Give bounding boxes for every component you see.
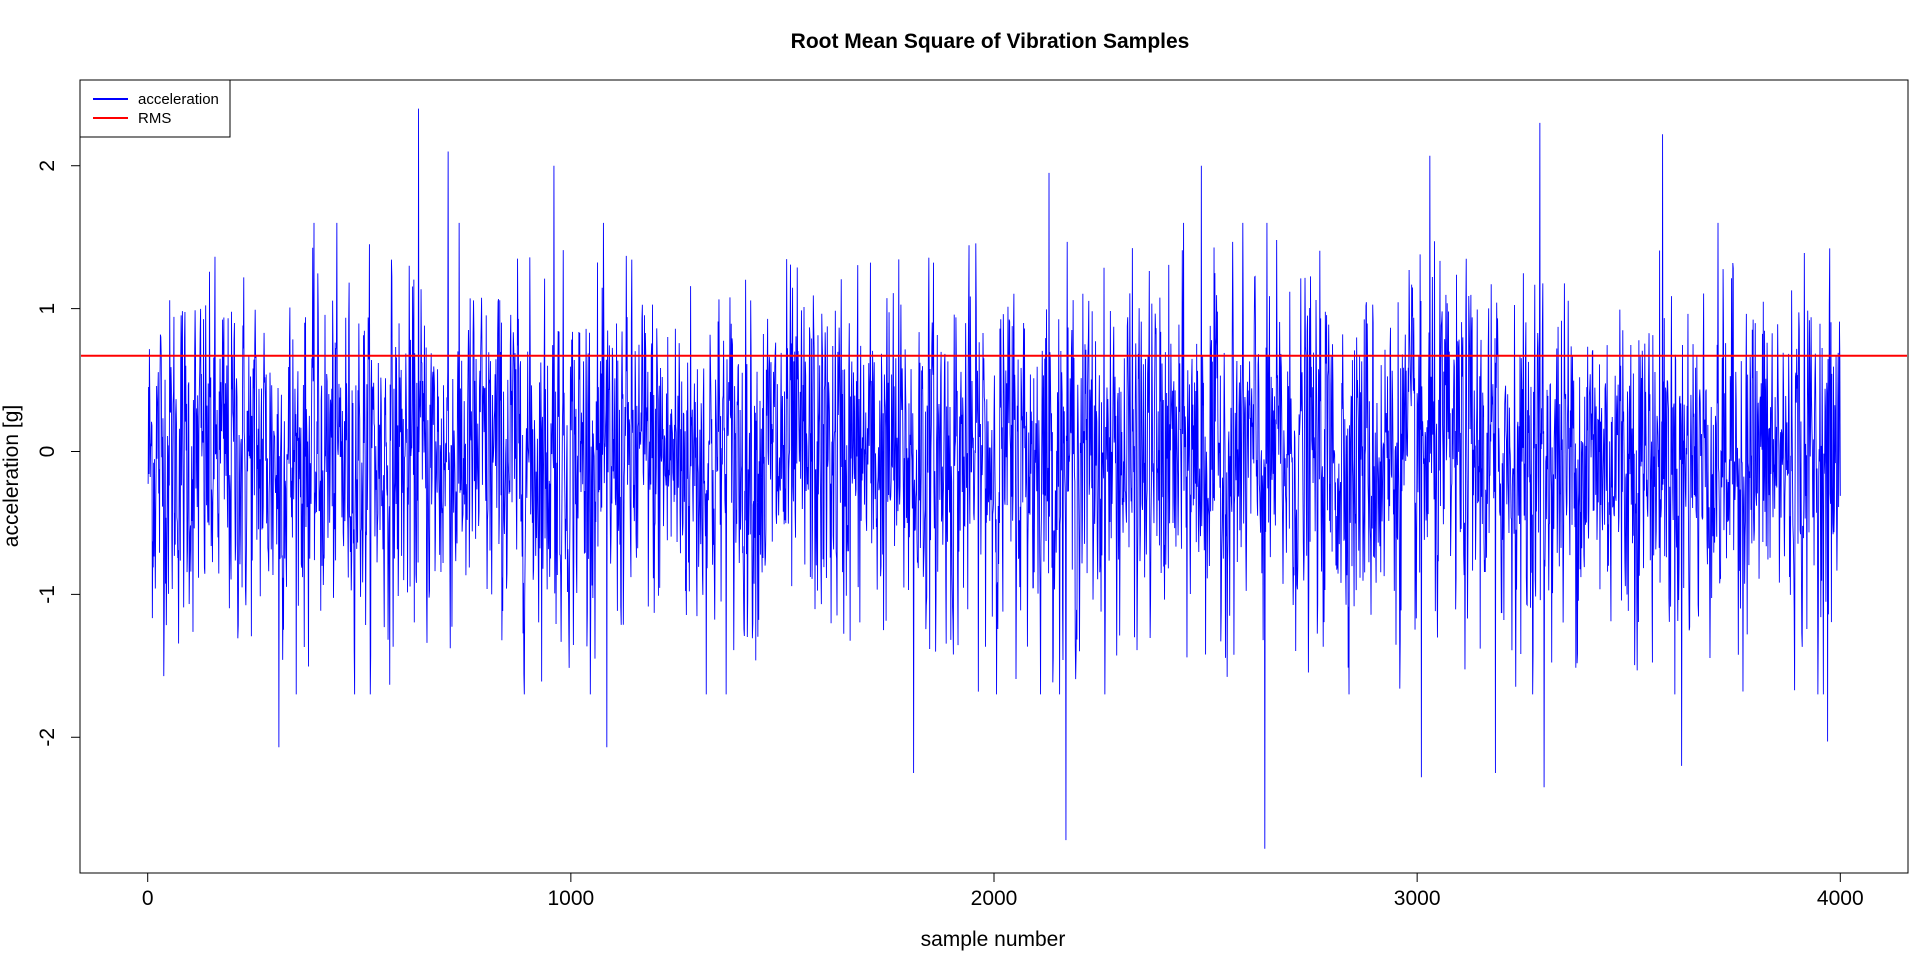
y-tick-label: -1 bbox=[36, 585, 59, 604]
x-axis-label: sample number bbox=[921, 928, 1066, 951]
x-tick-label: 3000 bbox=[1394, 887, 1441, 910]
x-tick-label: 4000 bbox=[1817, 887, 1864, 910]
y-tick-label: -2 bbox=[36, 728, 59, 747]
acceleration-series bbox=[147, 108, 1841, 849]
y-tick-label: 0 bbox=[36, 446, 59, 458]
acceleration-line bbox=[147, 108, 1841, 849]
x-axis: 0 1000 2000 3000 4000 bbox=[142, 872, 1864, 910]
x-tick-label: 1000 bbox=[547, 887, 594, 910]
x-tick-label: 2000 bbox=[971, 887, 1018, 910]
y-tick-label: 1 bbox=[36, 303, 59, 315]
legend-box bbox=[79, 79, 231, 138]
y-axis-label: acceleration [g] bbox=[0, 405, 23, 547]
y-axis: -2 -1 0 1 2 bbox=[36, 160, 81, 747]
legend-label: RMS bbox=[138, 110, 171, 127]
y-tick-label: 2 bbox=[36, 160, 59, 172]
x-tick-label: 0 bbox=[142, 887, 154, 910]
legend: acceleration RMS bbox=[79, 79, 231, 138]
chart-title: Root Mean Square of Vibration Samples bbox=[791, 30, 1190, 53]
legend-label: acceleration bbox=[138, 91, 219, 108]
